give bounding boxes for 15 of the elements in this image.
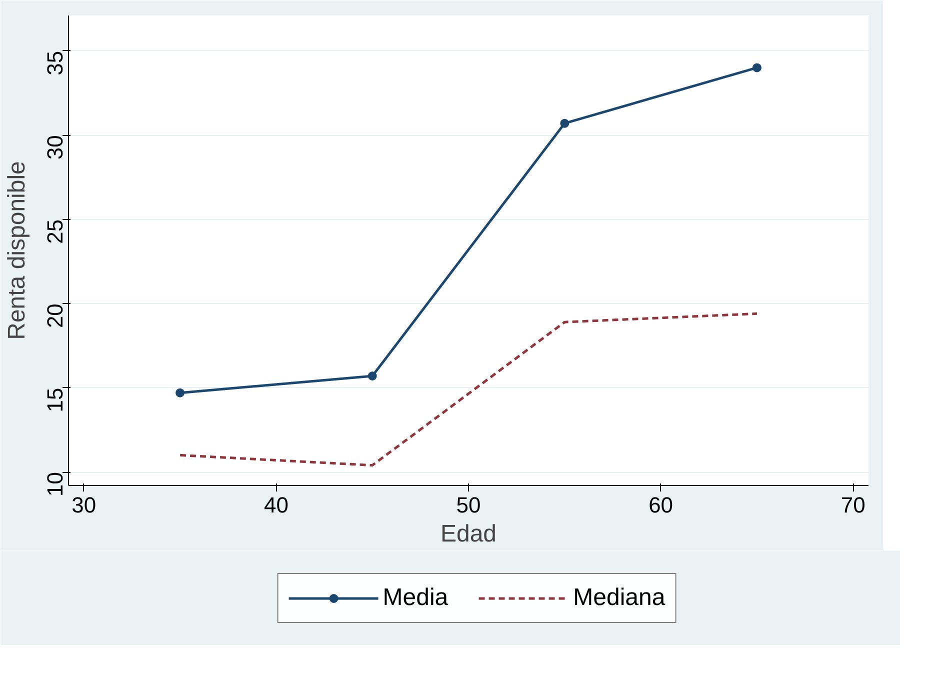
y-tick-label: 25 [42, 219, 68, 244]
y-tick-label: 20 [42, 304, 68, 328]
y-axis-title: Renta disponible [4, 161, 30, 340]
x-axis-title: Edad [440, 520, 497, 548]
legend-label: Media [382, 584, 448, 612]
x-tick-label: 70 [840, 492, 866, 518]
y-tick-label: 10 [42, 472, 68, 496]
x-tick-label: 40 [264, 492, 288, 518]
y-tick-label: 30 [42, 135, 68, 160]
x-tick-label: 30 [72, 492, 96, 518]
legend-label: Mediana [573, 584, 666, 612]
y-tick-label: 15 [42, 388, 68, 412]
y-tick-label: 35 [42, 50, 68, 76]
x-tick-label: 50 [456, 492, 481, 518]
x-tick-label: 60 [648, 492, 674, 518]
